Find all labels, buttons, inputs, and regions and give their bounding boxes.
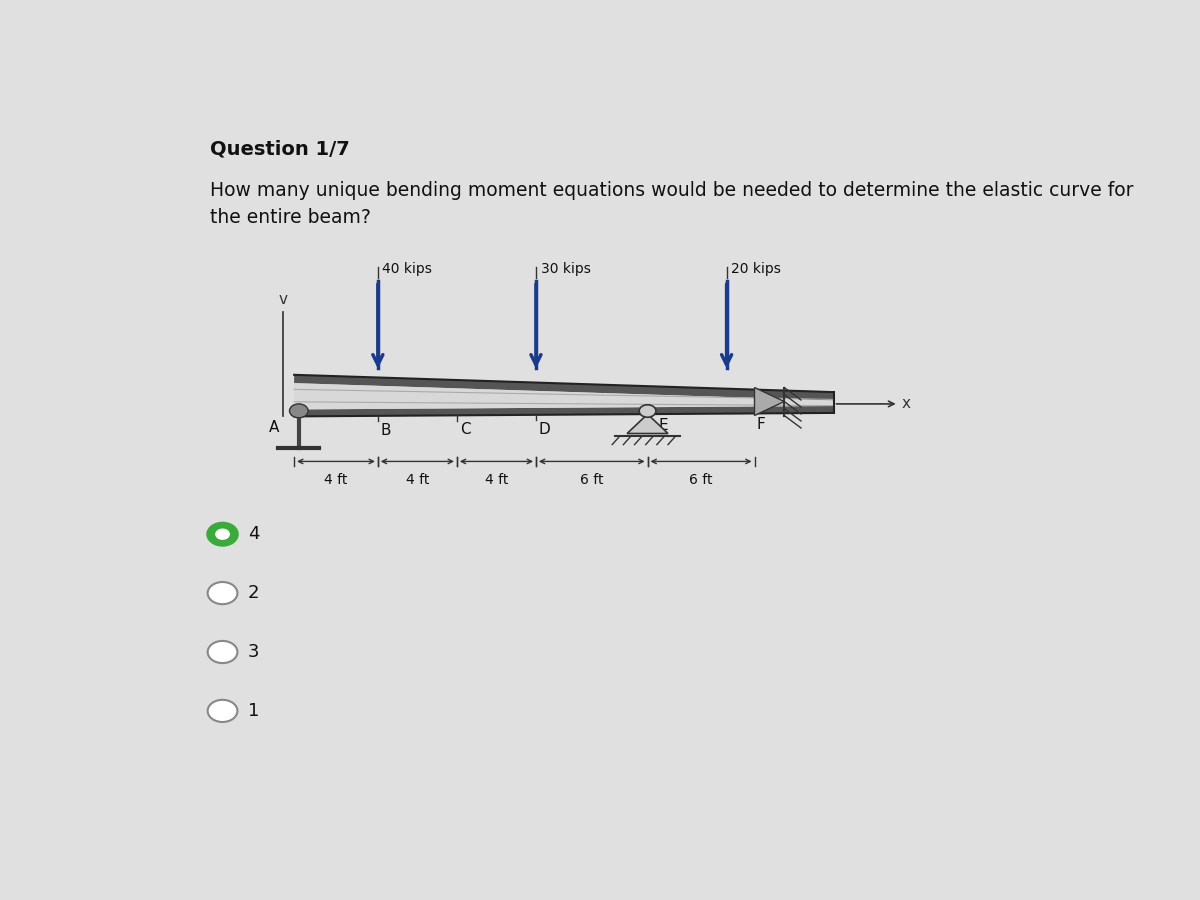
Circle shape (208, 582, 238, 604)
Polygon shape (294, 374, 834, 400)
Text: 4: 4 (247, 526, 259, 544)
Text: 30 kips: 30 kips (540, 262, 590, 275)
Text: D: D (539, 422, 551, 436)
Text: 4 ft: 4 ft (485, 472, 508, 487)
Circle shape (640, 405, 656, 418)
Circle shape (208, 523, 238, 545)
Text: A: A (269, 419, 278, 435)
Text: 4 ft: 4 ft (324, 472, 348, 487)
Text: Question 1/7: Question 1/7 (210, 140, 350, 158)
Text: 2: 2 (247, 584, 259, 602)
Text: 3: 3 (247, 643, 259, 661)
Circle shape (289, 404, 308, 418)
Circle shape (208, 641, 238, 663)
Text: 40 kips: 40 kips (383, 262, 432, 275)
Text: B: B (380, 423, 391, 437)
Text: C: C (460, 422, 470, 437)
Circle shape (216, 529, 229, 539)
Text: F: F (756, 417, 766, 432)
Text: 1: 1 (247, 702, 259, 720)
Text: the entire beam?: the entire beam? (210, 209, 371, 228)
Polygon shape (294, 383, 834, 410)
Text: How many unique bending moment equations would be needed to determine the elasti: How many unique bending moment equations… (210, 181, 1134, 200)
Text: x: x (901, 396, 911, 411)
Text: v: v (278, 292, 288, 307)
Polygon shape (628, 414, 668, 434)
Polygon shape (755, 388, 785, 416)
Polygon shape (294, 406, 834, 417)
Text: 4 ft: 4 ft (406, 472, 430, 487)
Text: 6 ft: 6 ft (580, 472, 604, 487)
Text: 6 ft: 6 ft (689, 472, 713, 487)
Polygon shape (294, 374, 834, 417)
Text: 20 kips: 20 kips (731, 262, 781, 275)
Text: E: E (659, 418, 668, 433)
Circle shape (208, 700, 238, 722)
